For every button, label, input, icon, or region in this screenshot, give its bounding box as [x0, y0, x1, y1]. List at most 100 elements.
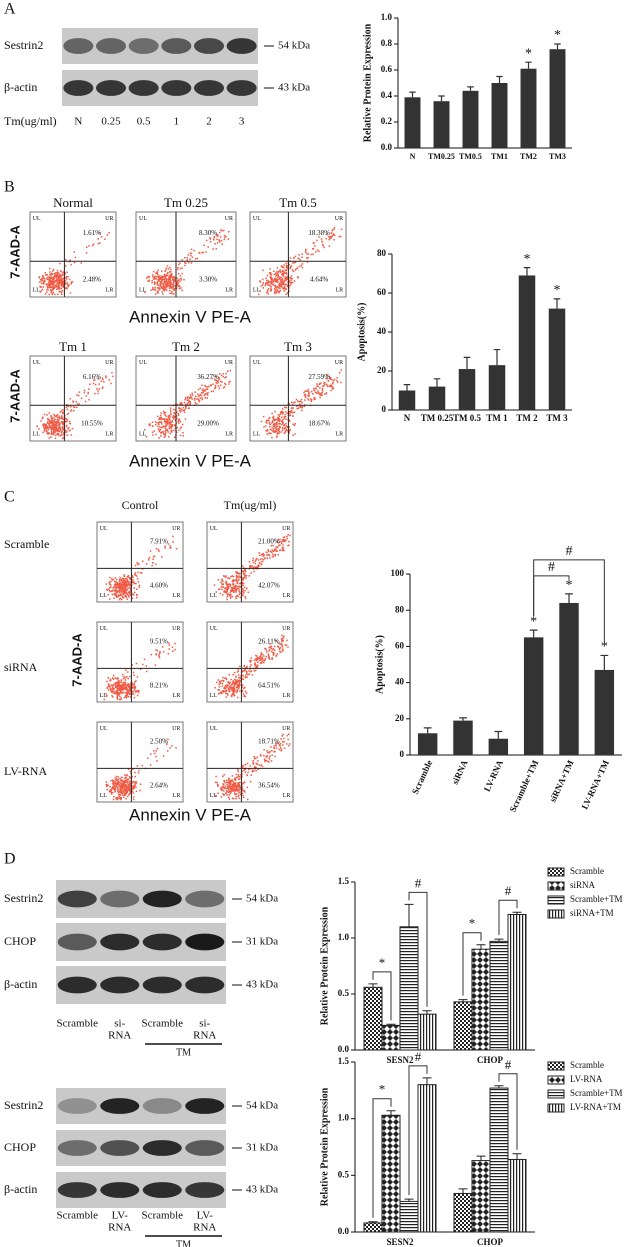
error-bar — [423, 727, 432, 734]
blot-band — [95, 38, 127, 54]
quadrant-label: UR — [225, 360, 233, 366]
quadrant-label: UR — [105, 360, 113, 366]
legend-label: siRNA+TM — [570, 908, 614, 918]
error-bar — [433, 378, 441, 387]
error-bar — [404, 903, 414, 927]
flow-frame — [206, 721, 294, 803]
flow-events — [213, 534, 291, 601]
bar — [363, 1222, 383, 1233]
y-tick-label: 60 — [395, 640, 405, 650]
significance: * — [601, 640, 608, 655]
legend-label: LV-RNA — [570, 1074, 603, 1084]
flow-title: Tm 1 — [59, 339, 87, 354]
y-tick-label: 0.2 — [381, 116, 393, 126]
lane-label: Scramble — [56, 1018, 98, 1030]
legend-swatch — [547, 867, 565, 877]
percent-lr: 3.30% — [199, 276, 217, 284]
quadrant-label: LR — [106, 288, 114, 294]
error-bar — [368, 983, 378, 988]
flow-x-label: Annexin V PE-A — [129, 805, 252, 824]
lane-label: Scramble — [141, 1018, 183, 1030]
quadrant-label: LR — [106, 432, 114, 438]
lane-label: 0.5 — [137, 116, 151, 128]
bar — [520, 68, 537, 148]
column-label: Control — [122, 498, 159, 512]
bar — [491, 83, 508, 148]
error-bar — [512, 1153, 522, 1160]
error-bar — [494, 1085, 504, 1089]
flow-y-label: 7-AAD-A — [69, 633, 84, 687]
quadrant-label: LR — [283, 593, 291, 599]
percent-lr: 2.64% — [150, 782, 168, 790]
error-bar — [512, 911, 522, 915]
flow-events — [105, 535, 178, 601]
legend-swatch — [547, 1061, 565, 1071]
row-label: siRNA — [4, 660, 38, 674]
y-tick-label: 1.5 — [338, 1056, 350, 1066]
lane-label: RNA — [193, 1030, 216, 1042]
blot-row-label: CHOP — [4, 1140, 36, 1154]
quadrant-label: LL — [139, 288, 147, 294]
percent-lr: 4.64% — [310, 276, 328, 284]
blot-band — [100, 933, 140, 951]
row-label: Scramble — [4, 537, 49, 551]
significance: * — [524, 252, 531, 267]
significance: * — [554, 283, 561, 298]
flow-title: Tm 0.25 — [164, 195, 208, 210]
x-tick-label: SESN2 — [386, 1055, 414, 1065]
bracket — [408, 891, 428, 1007]
bar — [507, 1158, 527, 1233]
bar — [489, 940, 509, 1051]
bar — [489, 1087, 509, 1233]
percent-ur: 26.11% — [258, 638, 279, 646]
flow-x-label: Annexin V PE-A — [129, 451, 252, 470]
legend-label: LV-RNA+TM — [570, 1102, 621, 1112]
blot-row-label: β-actin — [4, 1182, 37, 1196]
significance: * — [525, 46, 532, 61]
lane-label: N — [74, 116, 82, 128]
bar — [594, 669, 615, 755]
bar — [381, 1024, 401, 1051]
percent-lr: 10.55% — [81, 420, 103, 428]
blot-band — [95, 80, 127, 96]
x-tick-label: N — [404, 413, 411, 423]
flow-events — [38, 232, 110, 296]
size-label: 43 kDa — [246, 979, 278, 991]
error-bar — [565, 593, 573, 603]
blot-band — [161, 80, 192, 96]
blot-band — [57, 1182, 97, 1198]
quadrant-label: UL — [100, 526, 108, 532]
legend-swatch — [547, 1075, 565, 1085]
quadrant-label: LR — [173, 793, 181, 799]
blot-strip — [62, 70, 258, 106]
quadrant-label: LR — [173, 693, 181, 699]
bar — [417, 1013, 437, 1051]
blot-band — [142, 890, 182, 908]
column-label: Tm(ug/ml) — [224, 498, 277, 512]
blot-band — [57, 976, 97, 994]
error-bar — [529, 629, 538, 638]
error-bar — [386, 1023, 396, 1026]
percent-ur: 1.61% — [83, 229, 101, 237]
blot-row-label: Sestrin2 — [4, 891, 43, 905]
x-tick-label: siRNA+TM — [548, 758, 576, 804]
x-tick-label: CHOP — [477, 1237, 504, 1247]
bar — [488, 365, 506, 410]
bar — [471, 948, 491, 1051]
flow-title: Normal — [53, 195, 93, 210]
flow-frame — [135, 211, 237, 298]
percent-ur: 7.91% — [150, 538, 168, 546]
size-label: 54 kDa — [246, 893, 278, 905]
percent-lr: 29.00% — [197, 420, 219, 428]
quadrant-label: LR — [335, 432, 343, 438]
flow-frame — [96, 621, 184, 703]
panel-letter: A — [4, 1, 16, 18]
blot-band — [57, 1098, 97, 1114]
legend-swatch — [547, 895, 565, 905]
x-tick-label: LV-RNA — [482, 758, 505, 793]
size-label: 43 kDa — [278, 82, 310, 94]
significance: * — [566, 578, 573, 593]
quadrant-label: UR — [172, 526, 180, 532]
x-tick-label: TM 2 — [516, 413, 538, 423]
